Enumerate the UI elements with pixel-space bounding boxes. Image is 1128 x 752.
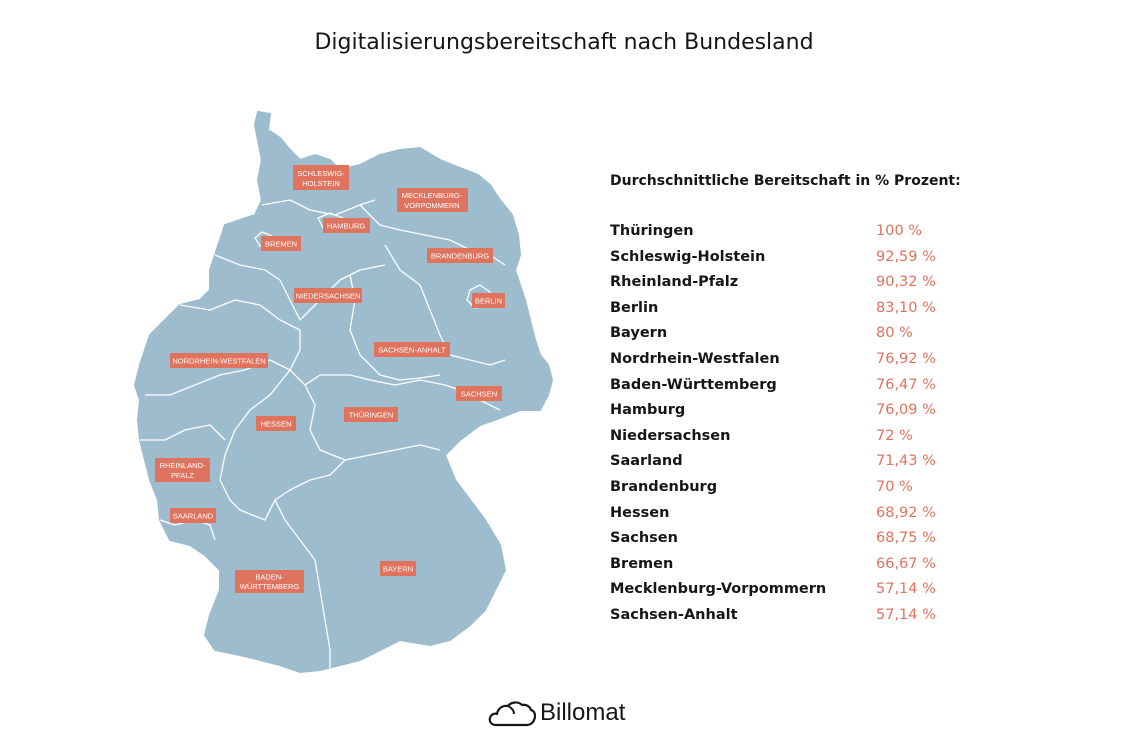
label-brandenburg: BRANDENBURG: [427, 248, 493, 263]
germany-map: SCHLESWIG- HOLSTEIN MECKLENBURG- VORPOMM…: [133, 110, 554, 674]
list-item: Niedersachsen 72 %: [610, 426, 950, 452]
svg-text:MECKLENBURG-: MECKLENBURG-: [402, 191, 463, 200]
svg-text:BADEN-: BADEN-: [255, 573, 284, 582]
list-item: Hessen 68,92 %: [610, 503, 950, 529]
state-name: Brandenburg: [610, 478, 718, 495]
svg-text:THÜRINGEN: THÜRINGEN: [349, 411, 394, 420]
svg-text:RHEINLAND-: RHEINLAND-: [160, 461, 206, 470]
state-name: Nordrhein-Westfalen: [610, 350, 780, 367]
list-item: Bremen 66,67 %: [610, 554, 950, 580]
state-name: Berlin: [610, 299, 659, 316]
svg-text:PFALZ: PFALZ: [171, 471, 194, 480]
state-name: Niedersachsen: [610, 427, 731, 444]
page-title: Digitalisierungsbereitschaft nach Bundes…: [314, 30, 814, 55]
state-name: Bremen: [610, 555, 674, 572]
list-item: Hamburg 76,09 %: [610, 400, 950, 426]
state-value: 57,14 %: [876, 581, 936, 598]
list-item: Bayern 80 %: [610, 323, 950, 349]
svg-text:HESSEN: HESSEN: [261, 420, 292, 429]
label-schleswig-holstein: SCHLESWIG- HOLSTEIN: [293, 165, 349, 190]
svg-text:SACHSEN-ANHALT: SACHSEN-ANHALT: [378, 346, 446, 355]
list-item: Berlin 83,10 %: [610, 298, 950, 324]
state-value: 76,92 %: [876, 350, 936, 367]
svg-text:HOLSTEIN: HOLSTEIN: [302, 179, 340, 188]
svg-text:BAYERN: BAYERN: [383, 565, 413, 574]
svg-text:NIEDERSACHSEN: NIEDERSACHSEN: [296, 292, 361, 301]
state-borders: [140, 199, 506, 668]
list-item: Baden-Württemberg 76,47 %: [610, 375, 950, 401]
cloud-icon: [488, 701, 536, 727]
list-item: Mecklenburg-Vorpommern 57,14 %: [610, 579, 950, 605]
state-value: 70 %: [876, 478, 913, 495]
state-value: 76,47 %: [876, 376, 936, 393]
label-thueringen: THÜRINGEN: [344, 407, 398, 422]
svg-text:BREMEN: BREMEN: [265, 240, 297, 249]
list-item: Schleswig-Holstein 92,59 %: [610, 247, 950, 273]
state-name: Baden-Württemberg: [610, 376, 777, 393]
label-berlin: BERLIN: [472, 293, 505, 308]
svg-text:SCHLESWIG-: SCHLESWIG-: [297, 169, 345, 178]
svg-text:WÜRTTEMBERG: WÜRTTEMBERG: [240, 582, 300, 591]
svg-text:BRANDENBURG: BRANDENBURG: [431, 252, 490, 261]
svg-text:NORDRHEIN-WESTFALEN: NORDRHEIN-WESTFALEN: [172, 357, 265, 366]
state-value: 68,92 %: [876, 504, 936, 521]
svg-text:SAARLAND: SAARLAND: [173, 512, 214, 521]
list-item: Saarland 71,43 %: [610, 451, 950, 477]
state-value: 57,14 %: [876, 606, 936, 623]
label-hessen: HESSEN: [256, 416, 296, 431]
state-value: 83,10 %: [876, 299, 936, 316]
label-bremen: BREMEN: [261, 236, 301, 251]
state-value: 92,59 %: [876, 248, 936, 265]
label-hamburg: HAMBURG: [323, 218, 370, 233]
state-name: Schleswig-Holstein: [610, 248, 766, 265]
label-nordrhein-westfalen: NORDRHEIN-WESTFALEN: [170, 353, 268, 368]
state-value: 72 %: [876, 427, 913, 444]
state-name: Hessen: [610, 504, 670, 521]
state-name: Hamburg: [610, 402, 686, 419]
state-value: 66,67 %: [876, 555, 936, 572]
label-mecklenburg-vorpommern: MECKLENBURG- VORPOMMERN: [397, 188, 468, 212]
state-name: Saarland: [610, 453, 683, 470]
svg-text:HAMBURG: HAMBURG: [327, 222, 366, 231]
state-value: 68,75 %: [876, 530, 936, 547]
state-value: 80 %: [876, 325, 913, 342]
state-name: Rheinland-Pfalz: [610, 274, 739, 291]
svg-text:BERLIN: BERLIN: [475, 297, 502, 306]
list-item: Rheinland-Pfalz 90,32 %: [610, 272, 950, 298]
state-name: Bayern: [610, 325, 668, 342]
legend-heading: Durchschnittliche Bereitschaft in % Proz…: [610, 173, 961, 189]
state-name: Thüringen: [610, 223, 694, 239]
state-value: 90,32 %: [876, 274, 936, 291]
label-rheinland-pfalz: RHEINLAND- PFALZ: [155, 458, 210, 482]
state-value: 76,09 %: [876, 402, 936, 419]
state-name: Sachsen-Anhalt: [610, 606, 738, 623]
state-ranking-list: Thüringen 100 % Schleswig-Holstein 92,59 %…: [610, 221, 950, 631]
list-item: Nordrhein-Westfalen 76,92 %: [610, 349, 950, 375]
list-item: Sachsen-Anhalt 57,14 %: [610, 605, 950, 631]
state-value: 71,43 %: [876, 453, 936, 470]
svg-text:VORPOMMERN: VORPOMMERN: [404, 201, 459, 210]
brand-name: Billomat: [540, 699, 626, 726]
svg-text:SACHSEN: SACHSEN: [461, 390, 497, 399]
label-sachsen: SACHSEN: [456, 386, 502, 401]
list-item: Sachsen 68,75 %: [610, 528, 950, 554]
label-bayern: BAYERN: [380, 561, 416, 576]
list-item: Brandenburg 70 %: [610, 477, 950, 503]
state-name: Sachsen: [610, 530, 678, 547]
label-baden-wuerttemberg: BADEN- WÜRTTEMBERG: [235, 570, 304, 593]
state-value: 100 %: [876, 223, 923, 239]
brand-logo: Billomat: [488, 698, 648, 732]
label-niedersachsen: NIEDERSACHSEN: [294, 288, 362, 303]
map-labels: SCHLESWIG- HOLSTEIN MECKLENBURG- VORPOMM…: [155, 165, 505, 593]
label-sachsen-anhalt: SACHSEN-ANHALT: [374, 342, 450, 357]
label-saarland: SAARLAND: [170, 508, 216, 523]
list-item: Thüringen 100 %: [610, 221, 950, 247]
state-name: Mecklenburg-Vorpommern: [610, 581, 827, 598]
